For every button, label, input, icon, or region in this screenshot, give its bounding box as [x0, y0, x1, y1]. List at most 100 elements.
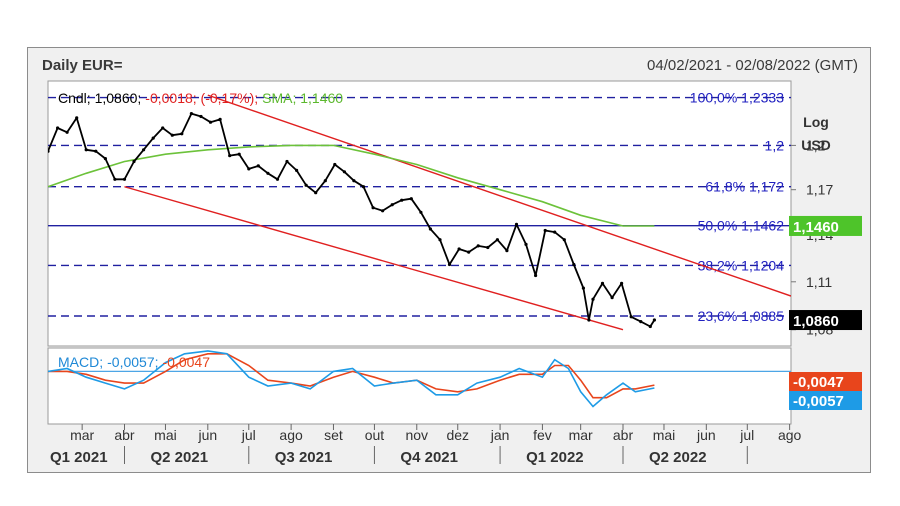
fib-levels: 100,0% 1,2333 1,2 61,8% 1,172 50,0% 1,1462 3…: [48, 90, 791, 324]
price-point: [56, 126, 60, 130]
fib-label: 50,0% 1,1462: [698, 218, 785, 234]
x-tick-label: mar: [569, 427, 593, 443]
macd-legend-macd: -0,0057;: [107, 354, 158, 370]
price-point: [333, 162, 337, 167]
price-point: [94, 149, 98, 153]
price-point: [371, 206, 375, 210]
price-point: [553, 230, 557, 234]
price-point: [161, 126, 165, 130]
legend-sma: SMA; 1,1460: [262, 90, 343, 106]
price-point: [400, 198, 404, 202]
legend-cndl-label: Cndl; 1,0860;: [58, 90, 141, 106]
quarter-label: Q3 2021: [275, 449, 333, 466]
macd-badge-box: [789, 372, 862, 391]
signal-line: [48, 353, 655, 399]
price-point: [48, 149, 50, 153]
price-point: [543, 228, 547, 233]
channel-lower-line: [124, 186, 624, 331]
price-point: [648, 324, 652, 329]
price-point: [218, 117, 222, 121]
price-point: [304, 183, 308, 187]
price-point: [438, 238, 442, 242]
x-tick-label: jul: [241, 427, 256, 443]
price-badge-box: [789, 215, 862, 236]
price-point: [447, 262, 452, 267]
x-tick-label: dez: [446, 427, 469, 443]
channel-upper-line: [207, 94, 791, 297]
price-point: [323, 179, 327, 183]
price-point: [476, 244, 480, 248]
fib-label: 1,2: [765, 137, 785, 153]
x-tick-label: jul: [739, 427, 754, 443]
date-range: 04/02/2021 - 02/08/2022 (GMT): [647, 57, 858, 74]
price-point: [572, 262, 576, 267]
price-point: [247, 167, 251, 171]
price-point: [237, 152, 241, 156]
price-point: [122, 177, 127, 181]
price-point: [266, 171, 270, 175]
macd-legend-prefix: MACD;: [58, 354, 103, 370]
x-tick-label: jun: [696, 427, 716, 443]
x-tick-label: abr: [114, 427, 135, 443]
macd-badge-box: [789, 391, 862, 410]
price-panel: [47, 80, 792, 347]
price-point: [419, 210, 423, 214]
macd-badges: -0,0047 -0,0057: [789, 372, 862, 410]
price-point: [486, 245, 490, 250]
price-point: [524, 242, 528, 246]
legend-cndl: Cndl; 1,0860; -0,0018; (-0,17%); SMA; 1,14…: [58, 90, 343, 106]
price-point: [591, 297, 595, 301]
x-tick-label: set: [324, 427, 343, 443]
price-line: [48, 112, 656, 328]
price-point: [562, 238, 566, 242]
price-point: [467, 250, 471, 254]
price-point: [361, 185, 366, 189]
price-point: [75, 116, 79, 120]
price-point: [629, 315, 633, 319]
macd-line: [48, 350, 655, 408]
price-point: [65, 130, 69, 134]
quarter-label: Q4 2021: [400, 449, 458, 466]
price-point: [189, 112, 193, 116]
price-point: [84, 148, 88, 152]
y-unit-usd: USD: [801, 137, 831, 153]
price-point: [256, 164, 260, 168]
price-point: [620, 281, 624, 285]
price-point: [381, 209, 385, 213]
price-point: [275, 177, 280, 181]
y-tick-label: 1,2: [806, 137, 826, 153]
price-point: [639, 320, 643, 324]
price-point: [505, 249, 509, 253]
price-point: [587, 318, 591, 322]
trend-channel: [124, 94, 791, 331]
price-point: [113, 177, 117, 181]
x-tick-label: mai: [154, 427, 177, 443]
macd-legend-signal: -0,0047: [163, 354, 211, 370]
price-point: [534, 273, 538, 278]
macd-badge-label: -0,0047: [793, 374, 844, 391]
price-point: [314, 191, 318, 195]
x-tick-label: mar: [70, 427, 94, 443]
x-tick-label: abr: [613, 427, 634, 443]
price-badge-box: [789, 310, 862, 331]
sma-line: [48, 144, 655, 227]
price-point: [228, 154, 232, 158]
price-point: [581, 286, 586, 290]
price-point: [390, 203, 394, 207]
x-tick-label: jan: [490, 427, 510, 443]
price-point: [428, 227, 432, 231]
price-series: [48, 112, 657, 329]
y-tick-label: 1,11: [806, 274, 832, 290]
legend-change: -0,0018; (-0,17%);: [145, 90, 258, 106]
quarter-label: Q2 2022: [649, 449, 707, 466]
price-point: [514, 222, 519, 226]
price-point: [457, 247, 461, 251]
price-badge-label: 1,1460: [793, 219, 839, 236]
price-badges: 1,1460 1,0860: [789, 215, 862, 331]
fib-label: 100,0% 1,2333: [690, 90, 784, 106]
price-point: [600, 281, 605, 285]
price-point: [208, 120, 213, 124]
x-tick-label: jun: [197, 427, 217, 443]
quarter-label: Q2 2021: [150, 449, 208, 466]
price-point: [652, 318, 657, 322]
